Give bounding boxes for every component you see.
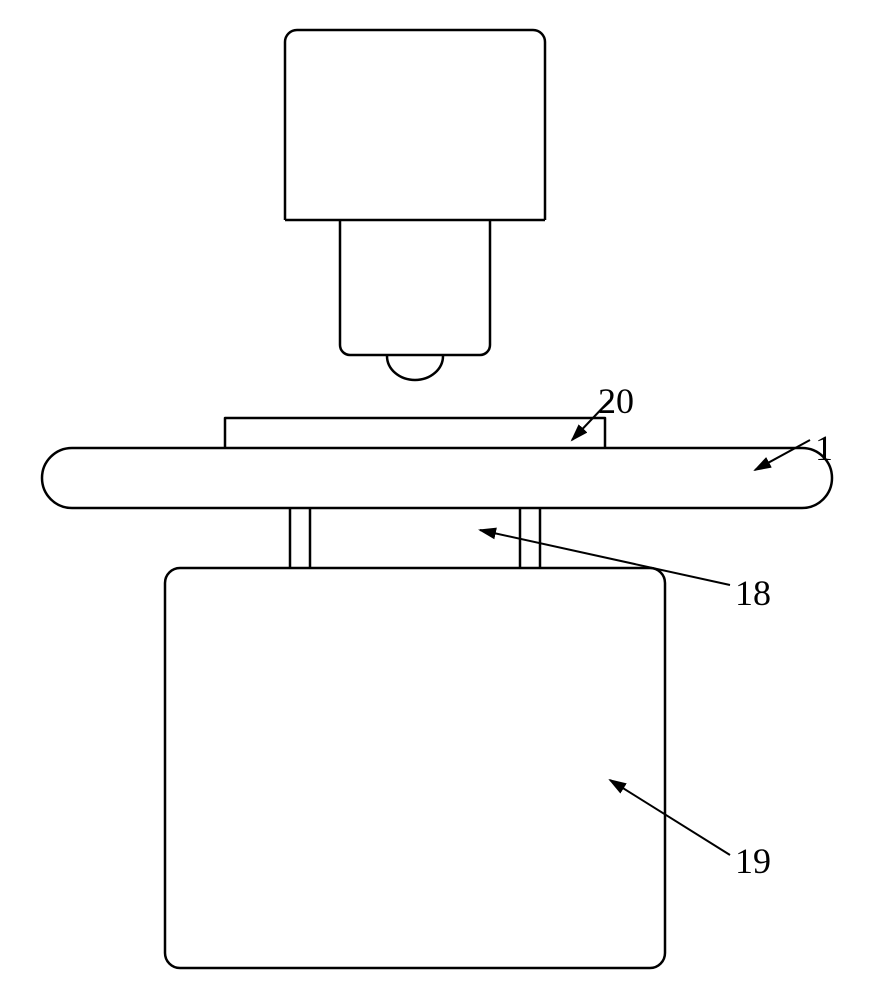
nozzle: [387, 356, 443, 380]
label-18: 18: [735, 572, 771, 614]
leader-line: [480, 530, 730, 585]
label-20: 20: [598, 380, 634, 422]
label-19: 19: [735, 840, 771, 882]
plate-20: [225, 418, 605, 448]
inner-tube: [340, 220, 490, 355]
leader-line: [610, 780, 730, 855]
base-block-19: [165, 568, 665, 968]
rod-1: [42, 448, 832, 508]
top-block: [285, 30, 545, 220]
label-1: 1: [815, 427, 833, 469]
